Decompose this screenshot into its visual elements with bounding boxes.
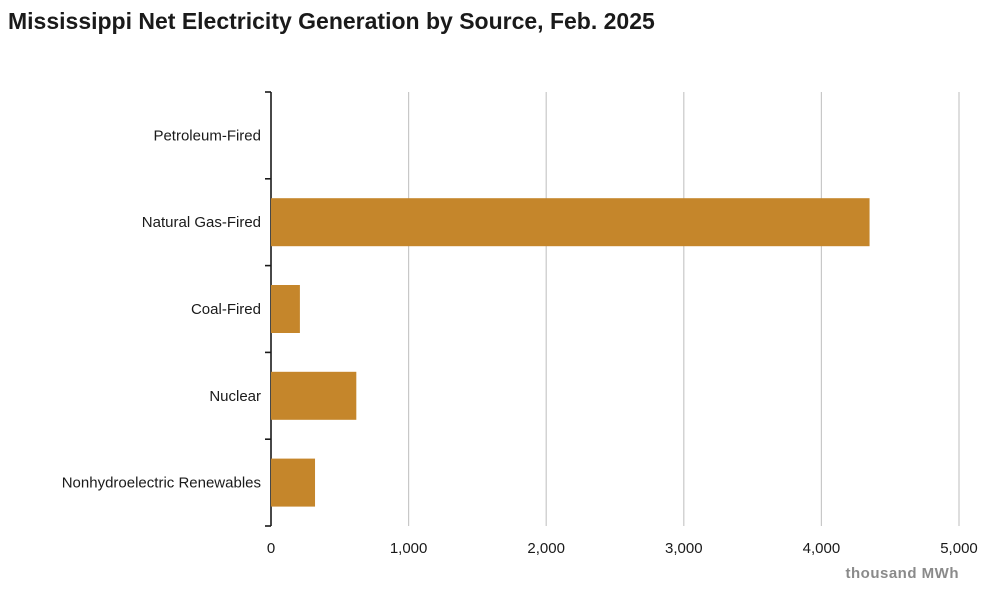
category-label: Nuclear	[209, 388, 261, 405]
bar-natural-gas-fired	[271, 198, 870, 247]
bars	[271, 198, 870, 507]
x-tick-label: 3,000	[665, 540, 703, 557]
bar-nonhydroelectric-renewables	[271, 458, 316, 507]
bar-coal-fired	[271, 285, 300, 333]
y-axis	[265, 91, 272, 527]
x-tick-label: 2,000	[527, 540, 565, 557]
x-tick-label: 0	[267, 540, 275, 557]
category-label: Natural Gas-Fired	[142, 214, 261, 231]
category-label: Petroleum-Fired	[153, 127, 261, 144]
x-tick-label: 4,000	[803, 540, 841, 557]
x-tick-label: 1,000	[390, 540, 428, 557]
chart-title: Mississippi Net Electricity Generation b…	[8, 8, 655, 34]
category-label: Coal-Fired	[191, 301, 261, 318]
gridlines	[408, 92, 960, 526]
x-axis-unit-label: thousand MWh	[846, 565, 959, 582]
category-labels: Petroleum-Fired Natural Gas-Fired Coal-Fir…	[62, 127, 261, 491]
x-tick-label: 5,000	[940, 540, 978, 557]
bar-nuclear	[271, 371, 357, 420]
x-tick-labels: 0 1,000 2,000 3,000 4,000 5,000	[267, 540, 978, 557]
category-label: Nonhydroelectric Renewables	[62, 475, 261, 492]
